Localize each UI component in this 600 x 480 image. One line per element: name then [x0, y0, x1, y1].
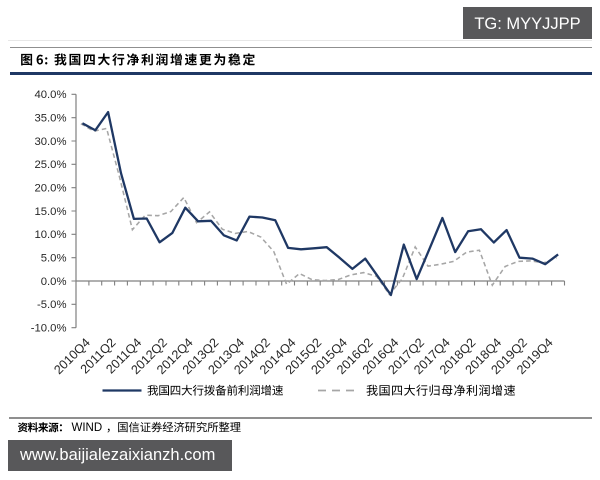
svg-text:WIND: WIND: [72, 422, 103, 434]
svg-text:-10.0%: -10.0%: [31, 323, 67, 335]
svg-text:0.0%: 0.0%: [41, 276, 67, 288]
svg-text:30.0%: 30.0%: [34, 136, 66, 148]
svg-text:35.0%: 35.0%: [34, 113, 66, 125]
svg-text:-5.0%: -5.0%: [37, 299, 67, 311]
svg-text:10.0%: 10.0%: [34, 229, 66, 241]
svg-text:5.0%: 5.0%: [41, 253, 67, 265]
svg-text:15.0%: 15.0%: [34, 206, 66, 218]
svg-text:25.0%: 25.0%: [34, 159, 66, 171]
svg-text:20.0%: 20.0%: [34, 183, 66, 195]
svg-text:40.0%: 40.0%: [34, 89, 66, 101]
